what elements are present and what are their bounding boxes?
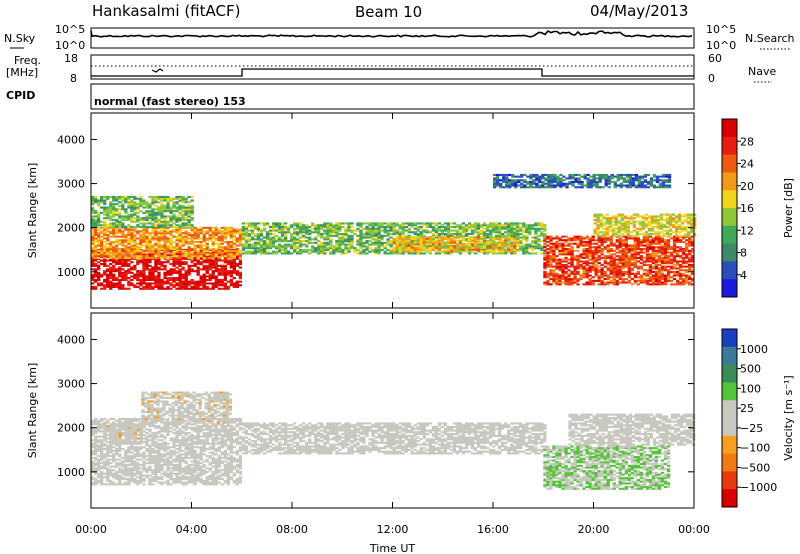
- colorbar-swatch: [722, 279, 737, 298]
- data-region-1: [91, 226, 242, 259]
- x-axis-label: Time UT: [369, 542, 415, 554]
- colorbar-tick-label: 24: [740, 158, 754, 171]
- frequency-panel: Freq. [MHz] 18 8 60 0 Nave: [6, 52, 776, 85]
- noise-sky-line: [90, 29, 693, 38]
- noise-right-tick-top: 10^5: [706, 23, 736, 36]
- colorbar-swatch: [722, 489, 737, 508]
- colorbar-label: Velocity [m s⁻¹]: [782, 375, 795, 460]
- colorbar-tick-label: −1000: [740, 481, 777, 494]
- colorbar-swatch: [722, 119, 737, 138]
- cpid-mode: normal (fast stereo) 153: [94, 95, 246, 108]
- date-title: 04/May/2013: [590, 2, 688, 20]
- velocity-panel: 1000 2000 3000 4000 00:00 04:00 08:00 12:00 16:0…: [26, 312, 795, 554]
- noise-right-label: N.Search: [745, 32, 795, 45]
- nave-tick-bottom: 0: [708, 72, 715, 85]
- colorbar-swatch: [722, 400, 737, 419]
- colorbar-tick-label: 20: [740, 180, 754, 193]
- colorbar-power: 4 8 12 16 20 24 28 Power [dB]: [721, 118, 795, 298]
- colorbar-tick-label: 12: [740, 224, 754, 237]
- colorbar-swatch: [722, 261, 737, 280]
- y-tick-label: 2000: [57, 422, 85, 435]
- colorbar-swatch: [722, 418, 737, 437]
- y-tick-label: 4000: [57, 333, 85, 346]
- y-tick-label: 3000: [57, 178, 85, 191]
- data-region-6: [593, 213, 697, 237]
- x-tick-label: 04:00: [176, 523, 208, 536]
- cpid-panel: [90, 83, 695, 110]
- colorbar-tick-label: −100: [740, 442, 770, 455]
- colorbar-tick-label: 16: [740, 202, 754, 215]
- colorbar-velocity: 1000 500 100 25 −25 −100 −500 −1000 Velocity [m …: [721, 328, 795, 508]
- noise-right-tick-bottom: 10^0: [706, 39, 736, 52]
- x-tick-label: 12:00: [377, 523, 409, 536]
- y-tick-label: 4000: [57, 133, 85, 146]
- colorbar-swatch: [722, 243, 737, 262]
- colorbar-label: Power [dB]: [782, 178, 795, 238]
- colorbar-swatch: [722, 471, 737, 490]
- colorbar-tick-label: −500: [740, 461, 770, 474]
- y-tick-label: 2000: [57, 222, 85, 235]
- colorbar-tick-label: 25: [740, 402, 754, 415]
- data-region-4: [392, 236, 520, 253]
- data-region-3: [241, 422, 547, 455]
- data-region-1: [141, 391, 232, 424]
- x-tick-label: 20:00: [578, 523, 610, 536]
- x-tick-label: 08:00: [276, 523, 308, 536]
- data-region-7: [493, 173, 672, 189]
- data-region-2: [91, 195, 194, 228]
- y-axis-label: Slant Range [km]: [26, 163, 39, 259]
- noise-left-label: N.Sky: [4, 32, 36, 45]
- colorbar-swatch: [722, 154, 737, 173]
- colorbar-swatch: [722, 190, 737, 209]
- y-axis-label: Slant Range [km]: [26, 363, 39, 459]
- colorbar-swatch: [722, 435, 737, 454]
- colorbar-swatch: [722, 364, 737, 383]
- nave-label: Nave: [748, 65, 776, 78]
- x-tick-label: 16:00: [477, 523, 509, 536]
- freq-label-bottom: [MHz]: [6, 66, 38, 79]
- colorbar-tick-label: 100: [740, 382, 761, 395]
- power-panel: 1000 2000 3000 4000 Slant Range [km] 4 8 12 16 20…: [26, 112, 795, 309]
- x-tick-label: 00:00: [75, 523, 107, 536]
- colorbar-tick-label: 28: [740, 135, 754, 148]
- cpid-label: CPID: [6, 89, 35, 102]
- colorbar-swatch: [722, 453, 737, 472]
- colorbar-tick-label: 1000: [740, 343, 768, 356]
- data-region-5: [543, 235, 695, 286]
- colorbar-tick-label: 500: [740, 363, 761, 376]
- freq-step-line: [91, 68, 694, 77]
- colorbar-tick-label: 8: [740, 247, 747, 260]
- colorbar-swatch: [722, 136, 737, 155]
- beam-title: Beam 10: [355, 3, 422, 21]
- colorbar-swatch: [722, 225, 737, 244]
- freq-tick-bottom: 8: [70, 72, 77, 85]
- y-tick-label: 3000: [57, 378, 85, 391]
- y-tick-label: 1000: [57, 466, 85, 479]
- data-region-2: [103, 423, 143, 442]
- noise-left-tick-top: 10^5: [55, 23, 85, 36]
- freq-label-top: Freq.: [14, 54, 41, 67]
- colorbar-swatch: [722, 329, 737, 348]
- colorbar-tick-label: −25: [740, 422, 763, 435]
- freq-tick-top: 18: [64, 52, 78, 65]
- noise-panel: N.Sky 10^5 10^0 10^5 10^0 N.Search: [4, 23, 795, 52]
- x-tick-label: 00:00: [678, 523, 710, 536]
- colorbar-tick-label: 4: [740, 269, 747, 282]
- nave-tick-top: 60: [708, 52, 722, 65]
- station-title: Hankasalmi (fitACF): [92, 2, 240, 20]
- colorbar-swatch: [722, 208, 737, 227]
- data-region-4: [543, 445, 671, 490]
- y-tick-label: 1000: [57, 266, 85, 279]
- colorbar-swatch: [722, 346, 737, 365]
- noise-left-tick-bottom: 10^0: [55, 39, 85, 52]
- colorbar-swatch: [722, 382, 737, 401]
- data-region-5: [568, 413, 696, 446]
- colorbar-swatch: [722, 172, 737, 191]
